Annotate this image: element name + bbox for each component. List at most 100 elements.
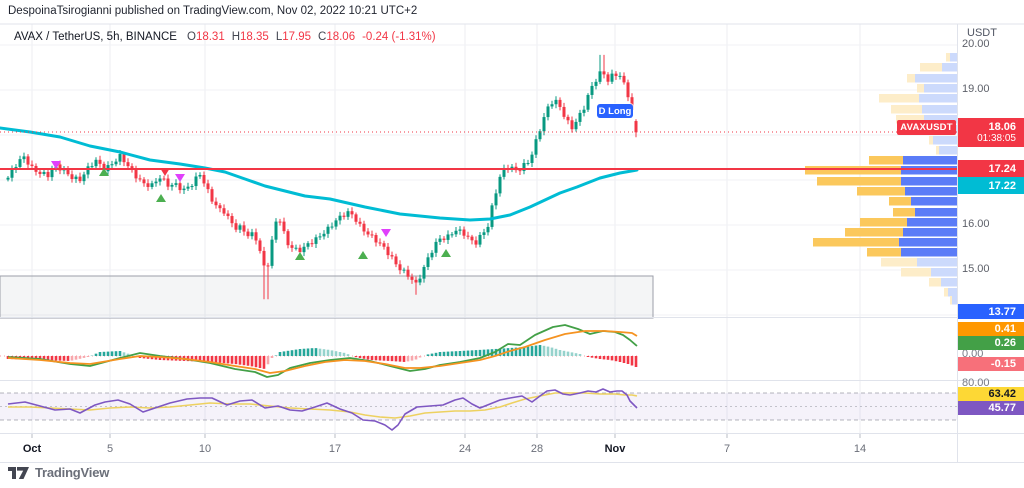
symbol-title[interactable]: AVAX / TetherUS, 5h, BINANCE: [14, 31, 177, 43]
volume-profile-sell-bar: [907, 74, 915, 83]
sell-marker-icon[interactable]: [160, 168, 170, 176]
volume-profile-buy-bar: [933, 136, 957, 145]
tradingview-logo-icon: [8, 466, 29, 479]
volume-profile-sell-bar: [893, 208, 915, 217]
volume-profile-sell-bar: [917, 84, 924, 93]
volume-profile-buy-bar: [905, 187, 957, 196]
volume-profile-sell-bar: [867, 248, 901, 257]
axis-badge-63.42: 63.42: [958, 387, 1024, 401]
volume-profile-buy-bar: [950, 53, 957, 62]
volume-profile-buy-bar: [899, 238, 957, 247]
ohlc-o: O18.31: [186, 31, 225, 43]
price-axis-currency: USDT: [967, 27, 997, 39]
volume-profile-sell-bar: [817, 177, 901, 186]
indicator-axis-label: 0.00: [962, 348, 984, 360]
volume-profile-buy-bar: [903, 228, 957, 237]
panel-borders: [0, 23, 1024, 463]
axis-badge-45.77: 45.77: [958, 401, 1024, 415]
rsi-line[interactable]: [7, 388, 638, 431]
time-axis-label-Nov: Nov: [604, 443, 626, 455]
tradingview-logo-text: TradingView: [35, 465, 110, 480]
time-axis-label-14: 14: [853, 443, 867, 455]
time-axis-label-28: 28: [530, 443, 544, 455]
time-axis-label-17: 17: [328, 443, 342, 455]
volume-profile-sell-bar: [946, 53, 950, 62]
volume-profile-sell-bar: [879, 94, 919, 103]
volume-profile-sell-bar: [805, 166, 901, 175]
volume-profile-buy-bar: [922, 105, 957, 114]
axis-badge-17.22: 17.22: [958, 177, 1024, 194]
candlestick-series: [6, 54, 638, 300]
signal-markers: [51, 161, 451, 260]
axis-badge-0.41: 0.41: [958, 322, 1024, 336]
ma-line[interactable]: [0, 126, 639, 222]
ohlc-values: O18.31 H18.35 L17.95 C18.06: [187, 31, 362, 43]
axis-badge-13.77: 13.77: [958, 304, 1024, 319]
macd-signal-line[interactable]: [7, 330, 638, 374]
volume-profile-buy-bar: [903, 156, 957, 165]
price-axis-label: 20.00: [962, 38, 990, 50]
volume-profile-buy-bar: [924, 115, 957, 124]
price-axis-label: 15.00: [962, 263, 990, 275]
last-price-symbol-label: AVAXUSDT: [897, 120, 956, 135]
sell-marker-icon[interactable]: [51, 161, 61, 169]
volume-profile-sell-bar: [881, 258, 917, 267]
d-long-drawing-label[interactable]: D Long: [597, 104, 633, 118]
buy-marker-icon[interactable]: [358, 251, 368, 259]
volume-profile-sell-bar: [845, 228, 903, 237]
volume-profile-sell-bar: [857, 187, 905, 196]
volume-profile-sell-bar: [929, 278, 941, 287]
volume-profile-buy-bar: [941, 278, 957, 287]
price-axis-label: 19.00: [962, 83, 990, 95]
volume-profile-sell-bar: [944, 288, 948, 297]
volume-profile-sell-bar: [929, 136, 933, 145]
volume-profile: [805, 53, 957, 305]
axis-badge-0.26: 0.26: [958, 336, 1024, 350]
volume-profile-sell-bar: [891, 105, 922, 114]
axis-badge-17.24: 17.24: [958, 160, 1024, 177]
volume-profile-buy-bar: [901, 177, 957, 186]
gridlines: [0, 24, 957, 433]
buy-marker-icon[interactable]: [295, 252, 305, 260]
indicator-axis-label: 80.00: [962, 377, 990, 389]
volume-profile-buy-bar: [901, 248, 957, 257]
volume-profile-buy-bar: [931, 268, 957, 277]
volume-profile-buy-bar: [917, 258, 957, 267]
volume-profile-buy-bar: [915, 74, 957, 83]
volume-profile-buy-bar: [939, 146, 957, 155]
change-value: -0.24 (-1.31%): [362, 31, 436, 43]
buy-marker-icon[interactable]: [156, 194, 166, 202]
range-box-drawing[interactable]: [0, 275, 654, 319]
ohlc-l: L17.95: [275, 31, 311, 43]
axis-badge-18.06: 18.06 01:38:05: [958, 118, 1024, 147]
price-axis-label: 16.00: [962, 218, 990, 230]
volume-profile-buy-bar: [942, 63, 957, 72]
macd-panel: [0, 324, 640, 378]
volume-profile-buy-bar: [911, 197, 957, 206]
attribution-text: DespoinaTsirogianni published on Trading…: [8, 5, 418, 17]
ohlc-c: C18.06: [318, 31, 356, 43]
buy-marker-icon[interactable]: [441, 249, 451, 257]
chart-legend: AVAX / TetherUS, 5h, BINANCE O18.31 H18.35…: [14, 31, 436, 43]
sell-marker-icon[interactable]: [381, 229, 391, 237]
macd-line[interactable]: [7, 324, 638, 378]
volume-profile-sell-bar: [813, 238, 899, 247]
tradingview-logo[interactable]: TradingView: [8, 465, 109, 480]
time-axis-label-5: 5: [106, 443, 114, 455]
ohlc-h: H18.35: [231, 31, 269, 43]
volume-profile-sell-bar: [896, 115, 924, 124]
volume-profile-buy-bar: [924, 84, 957, 93]
volume-profile-buy-bar: [901, 166, 957, 175]
volume-profile-sell-bar: [869, 156, 903, 165]
volume-profile-buy-bar: [915, 208, 957, 217]
rsi-panel: [0, 388, 957, 431]
volume-profile-sell-bar: [860, 218, 907, 227]
time-axis-label-Oct: Oct: [22, 443, 42, 455]
volume-profile-sell-bar: [920, 63, 942, 72]
buy-marker-icon[interactable]: [99, 168, 109, 176]
volume-profile-sell-bar: [889, 197, 911, 206]
sell-marker-icon[interactable]: [175, 174, 185, 182]
time-axis-label-10: 10: [198, 443, 212, 455]
